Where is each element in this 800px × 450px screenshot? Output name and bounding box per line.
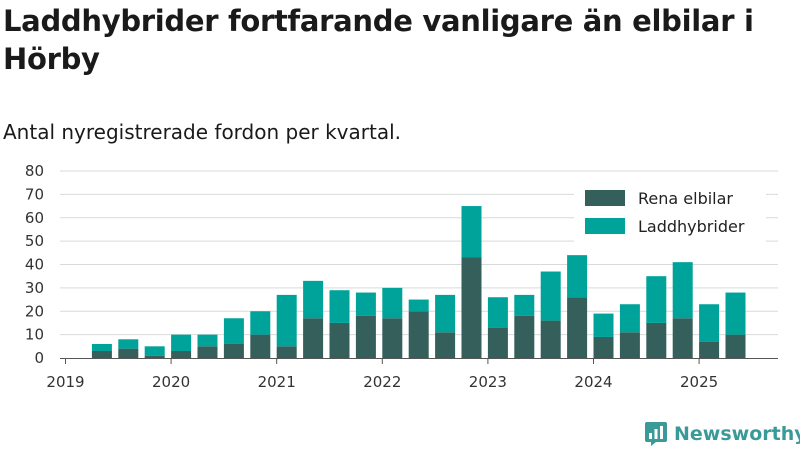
chart-subtitle: Antal nyregistrerade fordon per kvartal. — [3, 120, 402, 144]
bar-rena-elbilar — [171, 350, 192, 358]
bar-rena-elbilar — [382, 318, 403, 358]
bar-laddhybrider — [540, 271, 561, 321]
bar-rena-elbilar — [144, 355, 165, 358]
bar-laddhybrider — [250, 311, 271, 335]
bar-laddhybrider — [197, 334, 218, 347]
bar-laddhybrider — [646, 276, 667, 323]
bar-rena-elbilar — [91, 350, 112, 358]
legend: Rena elbilar Laddhybrider — [574, 182, 766, 242]
x-axis-ticks: 2019 2020 2021 2022 2023 2024 2025 — [46, 358, 718, 391]
bar-rena-elbilar — [250, 334, 271, 358]
bar-rena-elbilar — [567, 297, 588, 358]
bar-laddhybrider — [725, 292, 746, 335]
bar-rena-elbilar — [355, 315, 376, 358]
bar-rena-elbilar — [197, 346, 218, 358]
y-tick-label: 70 — [25, 185, 44, 203]
bar-laddhybrider — [118, 339, 139, 349]
bar-rena-elbilar — [487, 327, 508, 358]
bar-laddhybrider — [329, 290, 350, 323]
bar-laddhybrider — [382, 287, 403, 319]
bar-laddhybrider — [303, 280, 324, 319]
bar-rena-elbilar — [435, 332, 456, 358]
bars — [91, 206, 746, 358]
bar-laddhybrider — [672, 262, 693, 319]
legend-swatch-rena-elbilar — [585, 190, 625, 206]
y-tick-label: 30 — [25, 279, 44, 297]
x-tick-label: 2024 — [574, 373, 612, 391]
x-tick-label: 2023 — [469, 373, 507, 391]
bar-rena-elbilar — [540, 320, 561, 358]
bar-rena-elbilar — [646, 322, 667, 358]
bar-laddhybrider — [408, 299, 429, 312]
newsworthy-logo-icon — [645, 422, 667, 446]
logo-text: Newsworthy — [674, 423, 800, 445]
x-tick-label: 2020 — [152, 373, 190, 391]
bar-laddhybrider — [355, 292, 376, 316]
x-tick-label: 2022 — [363, 373, 401, 391]
bar-rena-elbilar — [699, 341, 720, 358]
y-tick-label: 40 — [25, 256, 44, 274]
bar-laddhybrider — [91, 343, 112, 351]
bar-laddhybrider — [461, 206, 482, 258]
legend-label-rena-elbilar: Rena elbilar — [638, 189, 733, 208]
bar-rena-elbilar — [461, 257, 482, 358]
bar-rena-elbilar — [672, 318, 693, 358]
legend-swatch-laddhybrider — [585, 218, 625, 234]
bar-laddhybrider — [593, 313, 614, 337]
chart-title: Laddhybrider fortfarande vanligare än el… — [3, 4, 754, 76]
x-tick-label: 2021 — [258, 373, 296, 391]
bar-rena-elbilar — [118, 348, 139, 358]
newsworthy-logo: Newsworthy — [644, 420, 800, 448]
bar-laddhybrider — [171, 334, 192, 351]
y-tick-label: 0 — [34, 349, 44, 367]
x-tick-label: 2025 — [680, 373, 718, 391]
bar-rena-elbilar — [276, 346, 297, 358]
bar-rena-elbilar — [223, 343, 244, 358]
bar-rena-elbilar — [408, 311, 429, 358]
bar-laddhybrider — [567, 255, 588, 298]
bar-rena-elbilar — [303, 318, 324, 358]
bar-laddhybrider — [699, 304, 720, 342]
bar-rena-elbilar — [593, 336, 614, 358]
legend-label-laddhybrider: Laddhybrider — [638, 217, 745, 236]
bar-rena-elbilar — [514, 315, 535, 358]
bar-laddhybrider — [223, 318, 244, 344]
y-tick-label: 50 — [25, 232, 44, 250]
bar-rena-elbilar — [725, 334, 746, 358]
y-tick-label: 80 — [25, 162, 44, 180]
bar-laddhybrider — [276, 294, 297, 347]
y-axis-ticks: 0 10 20 30 40 50 60 70 80 — [25, 162, 44, 367]
bar-rena-elbilar — [619, 332, 640, 358]
y-tick-label: 20 — [25, 302, 44, 320]
bar-laddhybrider — [514, 294, 535, 316]
bar-laddhybrider — [619, 304, 640, 333]
bar-laddhybrider — [487, 297, 508, 328]
bar-laddhybrider — [144, 346, 165, 356]
bar-laddhybrider — [435, 294, 456, 333]
y-tick-label: 10 — [25, 326, 44, 344]
y-tick-label: 60 — [25, 209, 44, 227]
bar-rena-elbilar — [329, 322, 350, 358]
x-tick-label: 2019 — [46, 373, 84, 391]
